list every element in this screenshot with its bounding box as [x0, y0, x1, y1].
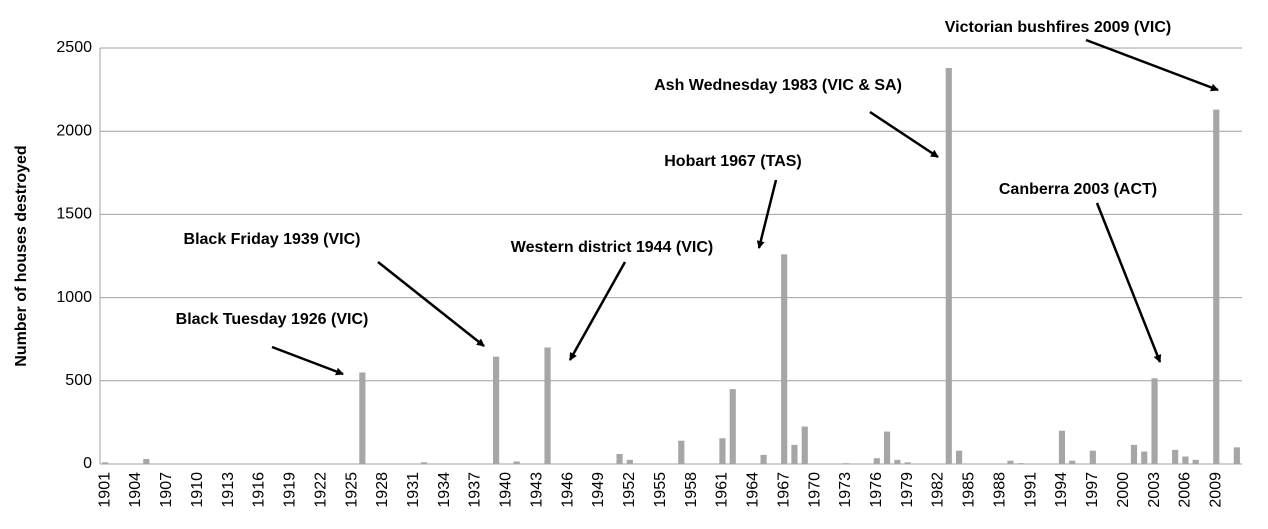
- x-tick-label: 1934: [436, 472, 453, 508]
- x-tick-label: 1907: [158, 472, 175, 508]
- x-tick-label: 1982: [930, 472, 947, 508]
- x-tick-label: 1964: [745, 472, 762, 508]
- bar: [143, 459, 150, 464]
- arrow: [271, 345, 344, 376]
- x-tick-label: 1949: [590, 472, 607, 508]
- bar: [955, 450, 963, 464]
- bar: [513, 461, 520, 464]
- x-tick-label: 1973: [837, 472, 854, 508]
- bar: [719, 438, 726, 464]
- bar: [945, 67, 952, 464]
- bar: [1069, 460, 1076, 464]
- bar: [1151, 378, 1158, 464]
- bar: [359, 372, 366, 464]
- bar: [904, 462, 911, 464]
- annotation: Victorian bushfires 2009 (VIC): [945, 19, 1171, 36]
- x-tick-label: 1955: [652, 472, 669, 508]
- bar: [1172, 449, 1179, 464]
- bar: [1058, 430, 1066, 464]
- bar: [1182, 456, 1189, 464]
- bar: [626, 459, 633, 464]
- x-tick-label: 1997: [1084, 472, 1101, 508]
- x-tick-label: 1994: [1053, 472, 1070, 508]
- x-tick-label: 1985: [961, 472, 978, 508]
- bar: [102, 462, 109, 464]
- x-tick-label: 1943: [528, 472, 545, 508]
- x-tick-label: 1967: [775, 472, 792, 508]
- x-tick-label: 1937: [467, 472, 484, 508]
- bar: [420, 462, 428, 464]
- y-tick-label: 500: [65, 372, 92, 389]
- y-tick-label: 2000: [56, 122, 92, 139]
- x-tick-label: 1946: [559, 472, 576, 508]
- x-tick-label: 1979: [899, 472, 916, 508]
- arrow: [377, 261, 485, 347]
- bar: [1233, 447, 1240, 464]
- x-tick-label: 1976: [868, 472, 885, 508]
- annotation: Black Friday 1939 (VIC): [184, 231, 361, 248]
- x-tick-label: 1925: [343, 472, 360, 508]
- bar: [894, 459, 901, 464]
- bar: [1017, 463, 1024, 464]
- annotations: Victorian bushfires 2009 (VIC) Ash Wedne…: [176, 19, 1219, 376]
- y-tick-label: 1000: [56, 289, 92, 306]
- arrow: [1095, 202, 1162, 363]
- bar: [1089, 450, 1096, 464]
- x-tick-label: 2009: [1207, 472, 1224, 508]
- bar: [1192, 459, 1199, 464]
- arrow: [756, 179, 778, 249]
- y-axis-title: Number of houses destroyed: [13, 145, 30, 366]
- bar: [1213, 109, 1220, 465]
- x-tick-label: 1958: [683, 472, 700, 508]
- x-tick-label: 1928: [374, 472, 391, 508]
- bar: [493, 356, 500, 464]
- x-tick-label: 1904: [127, 472, 144, 508]
- bar: [678, 440, 685, 464]
- x-tick-label: 2003: [1146, 472, 1163, 508]
- bar: [1141, 451, 1148, 464]
- annotation: Western district 1944 (VIC): [511, 239, 713, 256]
- x-tick-label: 1919: [282, 472, 299, 508]
- x-tick-label: 1922: [312, 472, 329, 508]
- bar: [760, 454, 767, 464]
- bar: [883, 431, 891, 464]
- x-tick-label: 1913: [220, 472, 237, 508]
- annotation: Canberra 2003 (ACT): [999, 181, 1157, 198]
- x-tick-label: 1931: [405, 472, 422, 508]
- x-tick-label: 1988: [991, 472, 1008, 508]
- bar: [616, 454, 623, 464]
- y-tick-label: 1500: [56, 206, 92, 223]
- arrow: [1085, 38, 1219, 92]
- x-tick-label: 1910: [189, 472, 206, 508]
- y-tick-label: 0: [83, 455, 92, 472]
- arrow: [869, 110, 939, 159]
- bar: [873, 458, 880, 464]
- bar: [729, 389, 736, 464]
- x-tick-label: 2000: [1115, 472, 1132, 508]
- bar: [781, 254, 788, 464]
- bar: [544, 347, 551, 464]
- x-tick-label: 1991: [1022, 472, 1039, 508]
- x-tick-label: 1916: [251, 472, 268, 508]
- x-tick-label: 1970: [806, 472, 823, 508]
- bar: [801, 426, 808, 464]
- y-tick-label: 2500: [56, 39, 92, 56]
- x-tick-label: 2006: [1177, 472, 1194, 508]
- x-tick-label: 1940: [498, 472, 515, 508]
- x-tick-label: 1901: [96, 472, 113, 508]
- annotation: Ash Wednesday 1983 (VIC & SA): [654, 77, 902, 94]
- bar: [1130, 444, 1138, 464]
- arrow: [568, 261, 627, 361]
- annotation: Hobart 1967 (TAS): [664, 153, 802, 170]
- x-tick-label: 1961: [714, 472, 731, 508]
- bar: [1007, 460, 1014, 464]
- annotation: Black Tuesday 1926 (VIC): [176, 311, 369, 328]
- x-tick-label: 1952: [621, 472, 638, 508]
- bar: [791, 444, 798, 464]
- bar: [842, 463, 849, 464]
